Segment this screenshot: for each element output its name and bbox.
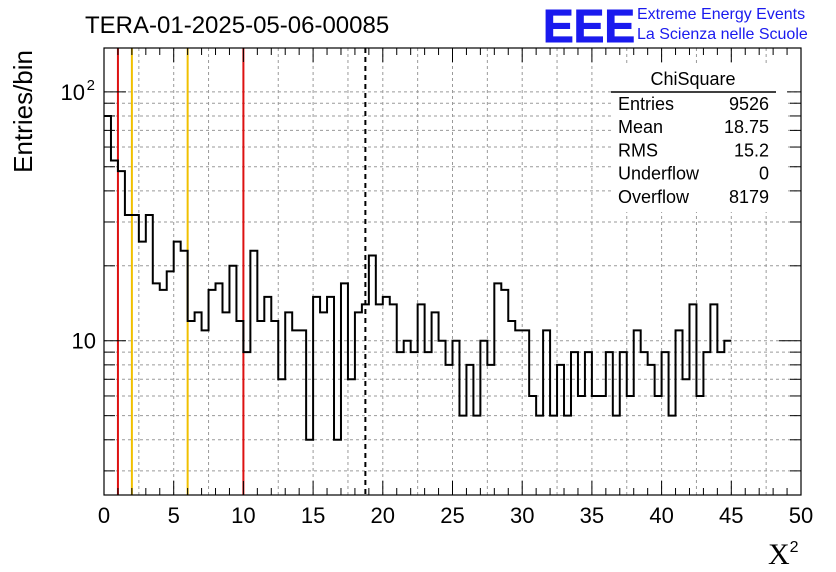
stats-row-value: 15.2 [734, 140, 769, 160]
eee-logo-mark: EEE [543, 0, 635, 52]
eee-logo-line1: Extreme Energy Events [637, 6, 805, 23]
histogram-line [104, 114, 732, 441]
stats-row-value: 9526 [729, 94, 769, 114]
x-tick-label: 0 [98, 503, 110, 528]
x-tick-label: 30 [510, 503, 534, 528]
eee-logo: EEE Extreme Energy Events La Scienza nel… [543, 0, 808, 53]
eee-logo-line2: La Scienza nelle Scuole [637, 26, 808, 43]
x-tick-label: 50 [789, 503, 813, 528]
chart-title: TERA-01-2025-05-06-00085 [85, 12, 389, 39]
y-tick-label: 10 [61, 80, 85, 105]
stats-row-label: Entries [618, 94, 674, 114]
stats-box-rows: Entries 9526 Mean 18.75 RMS 15.2 Underflow 0 Ove… [618, 94, 769, 207]
x-tick-label: 20 [371, 503, 395, 528]
stats-row-label: RMS [618, 140, 658, 160]
stats-row-label: Mean [618, 117, 663, 137]
stats-row-label: Underflow [618, 164, 700, 184]
stats-row-value: 0 [759, 164, 769, 184]
x-tick-label: 45 [719, 503, 743, 528]
stats-box-title: ChiSquare [650, 69, 735, 89]
x-axis-label-exponent: 2 [790, 539, 799, 556]
x-axis-label: X2 [768, 538, 799, 571]
y-axis-label: Entries/bin [8, 50, 38, 173]
y-tick-label-exponent: 2 [87, 77, 95, 94]
stats-box: ChiSquare Entries 9526 Mean 18.75 RMS 15.2 Und… [611, 66, 787, 212]
x-tick-labels: 0 5 10 15 20 25 30 35 40 45 50 [98, 503, 813, 528]
x-tick-label: 25 [440, 503, 464, 528]
stats-row-value: 18.75 [724, 117, 769, 137]
x-tick-label: 15 [301, 503, 325, 528]
x-axis-label-base: X [768, 538, 790, 571]
axis-ticks [103, 48, 802, 495]
stats-box-background [611, 66, 787, 212]
x-tick-label: 5 [168, 503, 180, 528]
y-tick-label: 10 [72, 329, 96, 354]
x-tick-label: 10 [231, 503, 255, 528]
x-tick-label: 40 [649, 503, 673, 528]
stats-row-label: Overflow [618, 187, 690, 207]
x-tick-label: 35 [580, 503, 604, 528]
stats-row-value: 8179 [729, 187, 769, 207]
reference-lines [116, 48, 367, 495]
